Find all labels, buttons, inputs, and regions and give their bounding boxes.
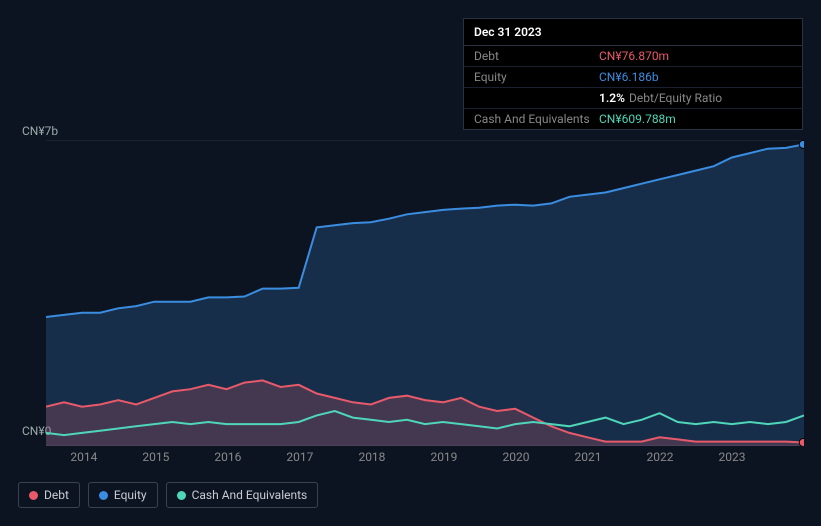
x-tick: 2019 — [430, 450, 457, 464]
legend-dot-icon — [99, 491, 108, 500]
legend: Debt Equity Cash And Equivalents — [18, 482, 318, 508]
x-tick: 2017 — [286, 450, 313, 464]
tooltip-row: DebtCN¥76.870m — [464, 46, 802, 67]
tooltip-panel: Dec 31 2023 DebtCN¥76.870mEquityCN¥6.186… — [463, 18, 803, 130]
legend-dot-icon — [29, 491, 38, 500]
tooltip-date: Dec 31 2023 — [464, 19, 802, 46]
x-tick: 2015 — [142, 450, 169, 464]
x-tick: 2021 — [574, 450, 601, 464]
x-axis: 2014 2015 2016 2017 2018 2019 2020 2021 2022 2023 — [46, 450, 804, 466]
legend-item-cash[interactable]: Cash And Equivalents — [166, 482, 319, 508]
tooltip-row: EquityCN¥6.186b — [464, 67, 802, 88]
legend-item-debt[interactable]: Debt — [18, 482, 80, 508]
legend-label: Debt — [44, 488, 69, 502]
marker-debt — [799, 439, 804, 447]
legend-label: Equity — [114, 488, 147, 502]
tooltip-ratio: 1.2%Debt/Equity Ratio — [599, 91, 722, 105]
tooltip-value: CN¥76.870m — [599, 49, 669, 63]
x-tick: 2022 — [646, 450, 673, 464]
legend-dot-icon — [177, 491, 186, 500]
tooltip-row: 1.2%Debt/Equity Ratio — [464, 88, 802, 109]
tooltip-value: CN¥609.788m — [599, 112, 676, 126]
tooltip-key: Equity — [474, 70, 599, 84]
marker-equity — [799, 140, 804, 148]
x-tick: 2018 — [358, 450, 385, 464]
legend-item-equity[interactable]: Equity — [88, 482, 158, 508]
tooltip-key: Debt — [474, 49, 599, 63]
tooltip-key: Cash And Equivalents — [474, 112, 599, 126]
tooltip-key — [474, 91, 599, 105]
tooltip-value: CN¥6.186b — [599, 70, 659, 84]
tooltip-row: Cash And EquivalentsCN¥609.788m — [464, 109, 802, 129]
x-tick: 2016 — [214, 450, 241, 464]
x-tick: 2014 — [70, 450, 97, 464]
y-axis-tick-top: CN¥7b — [22, 124, 58, 138]
x-tick: 2023 — [718, 450, 745, 464]
chart-area — [46, 140, 804, 446]
x-tick: 2020 — [502, 450, 529, 464]
legend-label: Cash And Equivalents — [192, 488, 308, 502]
